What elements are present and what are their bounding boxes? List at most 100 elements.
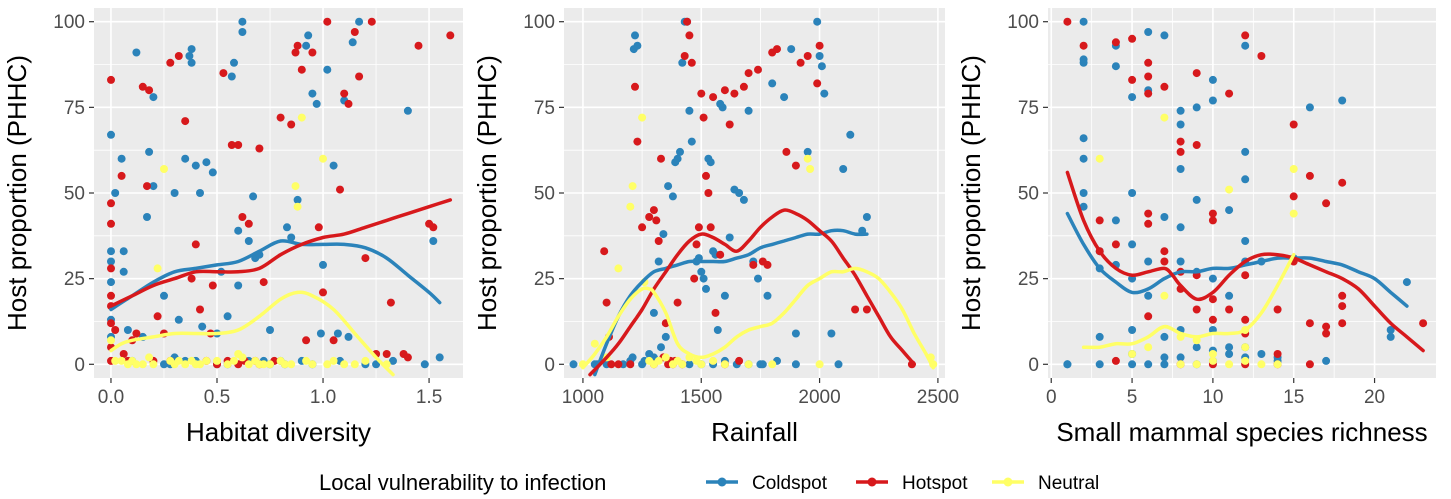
point-hotspot [107,264,115,273]
point-coldspot [1305,103,1314,112]
chart-panel-2: 1000 1500 2000 2500 0 25 50 75 100 Rainfall Host p… [472,8,959,447]
point-coldspot [1208,274,1217,283]
point-coldspot [1338,96,1347,105]
point-hotspot [145,86,154,95]
legend-label-coldspot: Coldspot [752,473,828,494]
point-coldspot [132,48,141,57]
point-hotspot [1144,312,1153,321]
point-coldspot [1079,189,1088,197]
point-hotspot [227,141,236,149]
point-coldspot [1111,62,1120,71]
point-coldspot [1176,120,1185,129]
point-hotspot [1338,302,1347,311]
point-neutral [1208,356,1217,365]
x-tick-label: 10 [1202,387,1223,408]
point-coldspot [1144,28,1153,36]
point-hotspot [773,45,781,54]
point-coldspot [230,58,238,67]
point-coldspot [1225,350,1234,358]
point-hotspot [336,185,344,194]
legend: Local vulnerability to infection Coldspo… [319,470,1099,495]
point-hotspot [1241,31,1250,40]
point-hotspot [1063,17,1072,26]
point-coldspot [333,329,342,338]
point-hotspot [791,161,800,170]
point-coldspot [107,247,115,256]
y-tick-label: 100 [53,12,85,33]
point-coldspot [713,326,722,334]
point-neutral [223,360,232,369]
point-coldspot [706,158,715,167]
point-neutral [340,360,349,369]
point-coldspot [1386,326,1395,334]
point-hotspot [323,17,332,26]
point-neutral [319,154,327,163]
point-hotspot [720,86,729,95]
point-neutral [1273,360,1282,369]
point-hotspot [680,52,689,60]
point-coldspot [234,226,243,235]
point-coldspot [107,278,115,287]
point-coldspot [174,315,183,324]
point-neutral [266,360,274,369]
point-coldspot [308,89,317,98]
point-coldspot [316,329,325,338]
point-coldspot [702,284,710,293]
x-tick-label: 15 [1283,387,1304,408]
point-hotspot [166,58,175,67]
point-neutral [145,353,154,362]
point-coldspot [685,360,694,369]
point-coldspot [1225,291,1234,300]
point-coldspot [1257,350,1266,358]
point-hotspot [293,41,302,50]
point-coldspot [1241,237,1250,245]
point-hotspot [739,82,748,91]
point-coldspot [1241,175,1250,184]
point-hotspot [187,274,196,283]
point-hotspot [673,298,682,307]
point-coldspot [1095,360,1104,369]
point-neutral [308,360,317,369]
point-hotspot [291,48,300,57]
point-coldspot [1128,240,1137,249]
point-coldspot [654,257,663,266]
point-hotspot [1241,271,1250,280]
point-coldspot [862,213,871,221]
point-hotspot [319,288,327,297]
trend-lines-layer [581,208,935,377]
trend-line-neutral [109,290,395,377]
point-coldspot [389,356,397,365]
point-hotspot [429,223,438,232]
point-hotspot [697,89,706,98]
point-hotspot [702,171,710,180]
point-hotspot [763,260,772,269]
point-hotspot [138,82,147,91]
point-coldspot [834,360,843,369]
point-neutral [160,165,168,173]
point-coldspot [348,38,357,47]
point-coldspot [1225,206,1234,215]
x-axis-title: Rainfall [711,417,798,447]
y-tick-label: 75 [1018,98,1039,119]
point-hotspot [1208,295,1217,304]
point-hotspot [219,69,228,78]
point-coldspot [1192,343,1201,352]
y-tick-label: 100 [1007,12,1039,33]
point-hotspot [1144,209,1153,218]
x-tick-label: 20 [1364,387,1385,408]
point-hotspot [1305,360,1314,369]
point-coldspot [1176,223,1185,232]
trend-lines-layer [109,198,453,377]
point-coldspot [344,332,353,341]
point-hotspot [143,182,151,191]
point-coldspot [1128,189,1137,197]
point-coldspot [668,192,677,201]
point-coldspot [1079,134,1088,143]
point-coldspot [304,31,313,40]
point-hotspot [1322,329,1331,338]
legend-key-neutral-dot [1003,477,1013,487]
legend-item-hotspot: Hotspot [856,473,968,494]
point-hotspot [297,65,306,74]
point-hotspot [1160,82,1169,91]
point-hotspot [386,298,395,307]
